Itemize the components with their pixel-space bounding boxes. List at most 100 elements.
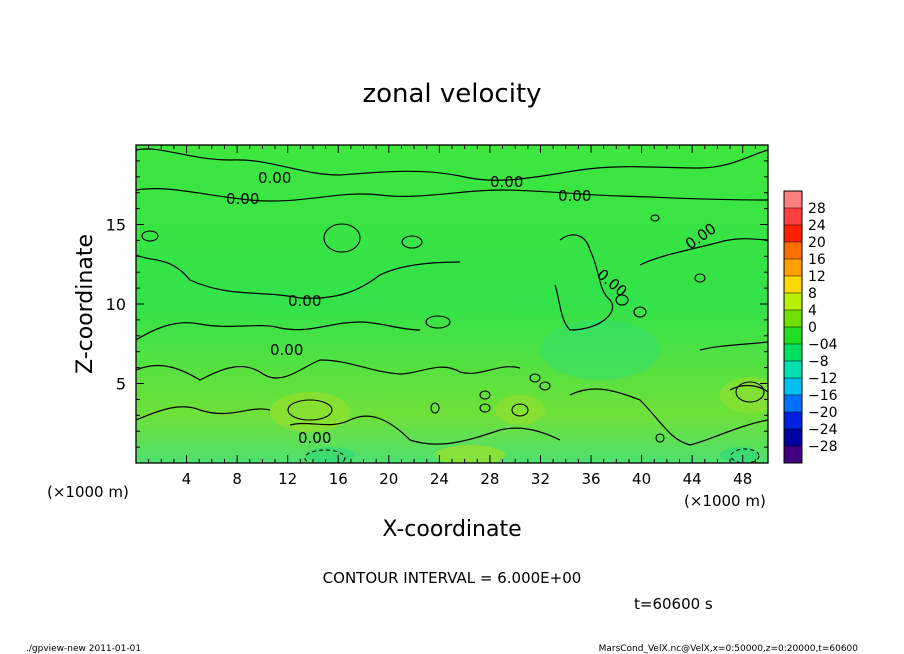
x-tick-label: 32	[531, 470, 550, 488]
contour-interval-text: CONTOUR INTERVAL = 6.000E+00	[323, 569, 582, 587]
x-unit-label-left: (×1000 m)	[47, 483, 129, 501]
heatmap-patch	[305, 447, 355, 463]
x-unit-label-right: (×1000 m)	[684, 492, 766, 510]
colorbar-swatch	[784, 327, 802, 345]
contour-label: 0.00	[270, 341, 303, 359]
colorbar-swatch	[784, 259, 802, 277]
colorbar-swatch	[784, 242, 802, 260]
contour-line	[136, 321, 421, 341]
colorbar-label: −20	[808, 405, 838, 421]
contour-loops	[141, 214, 765, 443]
contour-line	[136, 359, 521, 381]
contour-loop	[479, 403, 491, 413]
contour-line	[289, 415, 561, 445]
contour-label: 0.00	[558, 187, 591, 205]
contour-label: 0.00	[490, 173, 523, 191]
contour-line	[136, 188, 768, 202]
y-axis: 5 10 15	[106, 160, 768, 448]
contour-loop	[479, 390, 491, 400]
colorbar-swatch	[784, 361, 802, 379]
x-tick-label: 40	[632, 470, 651, 488]
x-tick-label: 36	[581, 470, 600, 488]
chart-title: zonal velocity	[362, 79, 541, 109]
x-tick-label: 8	[232, 470, 242, 488]
colorbar-label: 24	[808, 218, 826, 234]
contour-loop	[425, 315, 451, 329]
x-tick-label: 24	[430, 470, 449, 488]
contour-loop	[615, 294, 629, 306]
contour-loop	[141, 230, 159, 242]
y-tick-label: 5	[116, 375, 126, 394]
contour-loop-negative	[304, 449, 346, 463]
colorbar-label: −16	[808, 388, 838, 404]
contour-loop	[430, 402, 440, 414]
x-tick-label: 44	[683, 470, 702, 488]
contour-label: 0.00	[288, 292, 321, 310]
contour-line	[136, 254, 461, 299]
x-tick-label: 12	[278, 470, 297, 488]
colorbar-label: 28	[808, 201, 826, 217]
heatmap-patch	[270, 392, 350, 432]
colorbar-label: 20	[808, 235, 826, 251]
colorbar-label: 8	[808, 286, 817, 302]
colorbar-swatch	[784, 395, 802, 413]
y-tick-label: 15	[106, 216, 126, 235]
colorbar-label: 0	[808, 320, 817, 336]
contour-line	[729, 384, 768, 393]
contour-loop	[694, 273, 706, 283]
contour-label: 0.00	[298, 429, 331, 447]
contour-loop	[539, 381, 551, 391]
colorbar-swatch	[784, 429, 802, 447]
colorbar-label: −8	[808, 354, 829, 370]
contour-loop	[650, 214, 660, 222]
colorbar-swatch	[784, 310, 802, 328]
colorbar-swatch	[784, 378, 802, 396]
heatmap-patch	[540, 320, 660, 380]
colorbar-swatch	[784, 208, 802, 226]
heatmap-patch	[495, 395, 545, 425]
x-tick-label: 20	[379, 470, 398, 488]
colorbar-label: 16	[808, 252, 826, 268]
colorbar-label: −24	[808, 422, 838, 438]
contour-loop	[655, 433, 665, 443]
colorbar-swatch	[784, 446, 802, 464]
contour-line	[136, 406, 271, 421]
x-tick-label: 4	[182, 470, 192, 488]
contour-loop	[287, 399, 333, 421]
x-tick-label: 28	[480, 470, 499, 488]
colorbar-swatch	[784, 225, 802, 243]
colorbar-label: −28	[808, 439, 838, 455]
contour-line	[569, 388, 768, 446]
x-axis-label: X-coordinate	[382, 517, 521, 542]
colorbar-swatch	[784, 344, 802, 362]
plot-area: 0.00 0.00 0.00 0.00 0.00 0.00 0.00 0.00 …	[136, 145, 768, 463]
colorbar-swatch	[784, 276, 802, 294]
x-axis: 4 8 12 16 20 24 28 32 36 40 44 48	[148, 145, 756, 488]
colorbar-swatch	[784, 293, 802, 311]
contour-line	[554, 234, 614, 331]
contour-line	[136, 148, 768, 181]
colorbar-swatch	[784, 191, 802, 209]
footer-right: MarsCond_VelX.nc@VelX,x=0:50000,z=0:2000…	[599, 644, 859, 654]
x-tick-label: 16	[329, 470, 348, 488]
y-axis-label: Z-coordinate	[73, 234, 98, 374]
contour-loop	[633, 306, 647, 318]
colorbar-label: 4	[808, 303, 817, 319]
x-tick-label: 48	[733, 470, 752, 488]
contour-loop	[401, 235, 423, 249]
contour-line	[699, 341, 768, 351]
contour-dashed	[304, 448, 760, 463]
contour-lines	[136, 148, 768, 446]
footer-left: ./gpview-new 2011-01-01	[26, 644, 141, 654]
heatmap-patch	[435, 445, 505, 463]
contour-loop-negative	[730, 448, 760, 463]
colorbar-swatch	[784, 412, 802, 430]
y-tick-label: 10	[106, 295, 126, 314]
contour-label: 0.00	[258, 169, 291, 187]
time-text: t=60600 s	[634, 595, 713, 613]
contour-loop	[323, 223, 361, 253]
contour-line	[639, 238, 768, 266]
contour-loop	[529, 373, 541, 383]
